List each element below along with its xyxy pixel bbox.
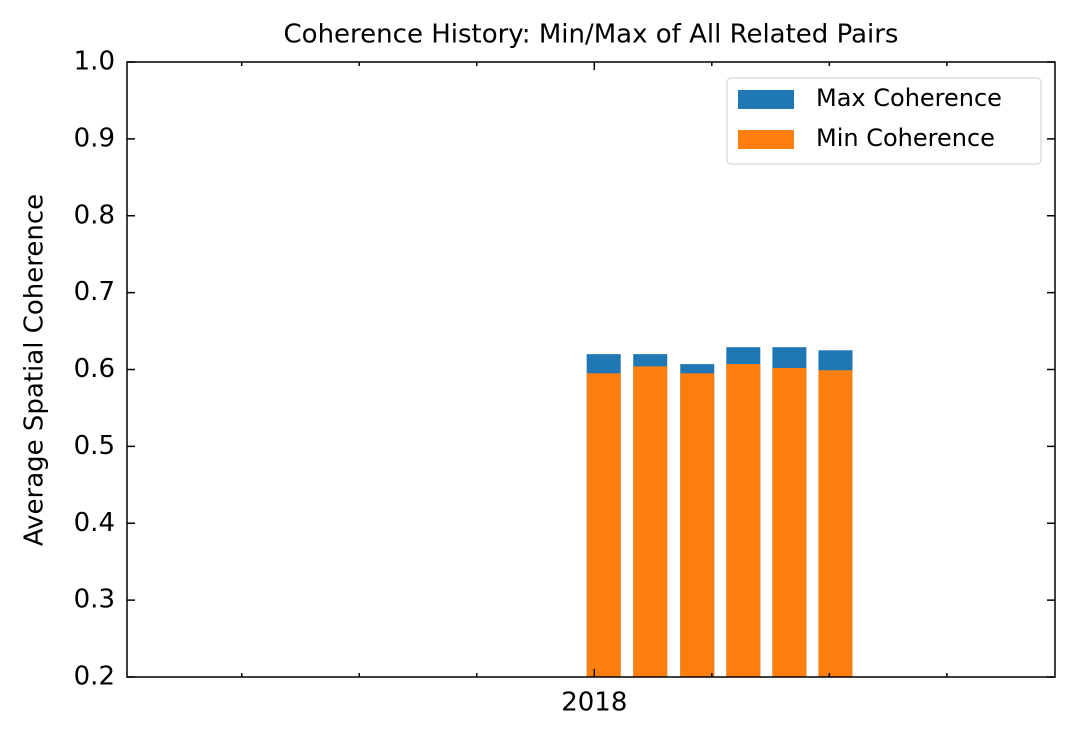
y-tick-label: 0.2	[74, 662, 115, 692]
legend-swatch	[738, 90, 794, 109]
bar	[726, 364, 761, 677]
y-tick-label: 0.7	[74, 277, 115, 307]
chart-title: Coherence History: Min/Max of All Relate…	[284, 20, 899, 50]
y-tick-label: 0.5	[74, 431, 115, 461]
bar	[772, 367, 807, 677]
y-axis-label: Average Spatial Coherence	[20, 194, 50, 546]
y-tick-label: 0.4	[74, 508, 115, 538]
legend-label: Max Coherence	[816, 84, 1002, 112]
y-tick-label: 1.0	[74, 47, 115, 77]
y-tick-label: 0.8	[74, 200, 115, 230]
legend-label: Min Coherence	[816, 124, 995, 152]
x-tick-label: 2018	[561, 688, 627, 718]
bar	[818, 370, 853, 677]
y-tick-label: 0.9	[74, 123, 115, 153]
bar	[586, 373, 621, 677]
legend-box	[726, 77, 1042, 165]
bar	[633, 366, 668, 677]
bar	[680, 373, 715, 677]
plot-frame	[126, 61, 1056, 678]
y-tick-label: 0.3	[74, 585, 115, 615]
legend-swatch	[738, 130, 794, 149]
y-tick-label: 0.6	[74, 354, 115, 384]
